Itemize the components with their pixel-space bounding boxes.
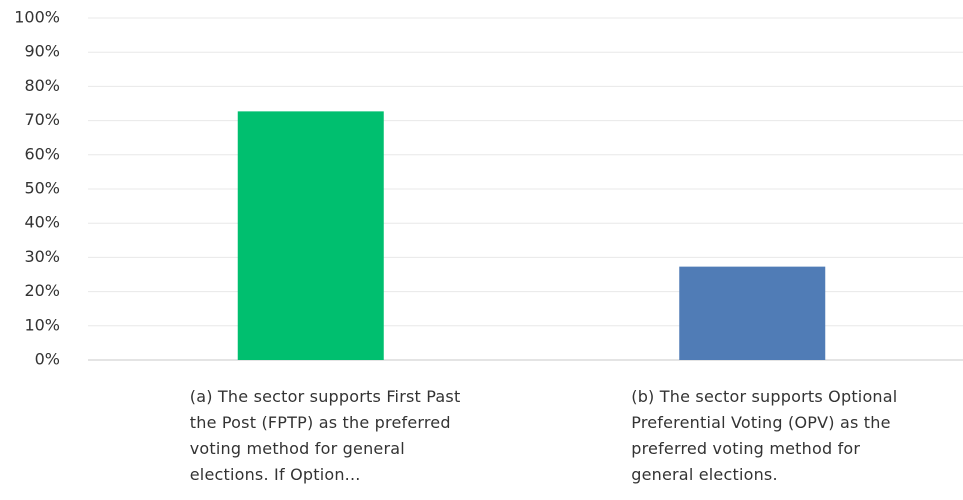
y-tick-label: 80% [24, 76, 60, 95]
x-tick-label: (a) The sector supports First Past the P… [189, 387, 461, 484]
bar [679, 266, 826, 360]
x-tick-label: (b) The sector supports Optional Prefere… [631, 387, 898, 484]
y-tick-label: 10% [24, 315, 60, 334]
y-tick-label: 90% [24, 42, 60, 61]
y-tick-label: 30% [24, 247, 60, 266]
y-tick-label: 0% [35, 350, 60, 369]
y-tick-label: 50% [24, 179, 60, 198]
bar [237, 111, 384, 360]
y-tick-label: 60% [24, 144, 60, 163]
y-tick-label: 40% [24, 213, 60, 232]
y-tick-label: 20% [24, 281, 60, 300]
y-tick-label: 70% [24, 110, 60, 129]
y-tick-label: 100% [14, 8, 60, 27]
